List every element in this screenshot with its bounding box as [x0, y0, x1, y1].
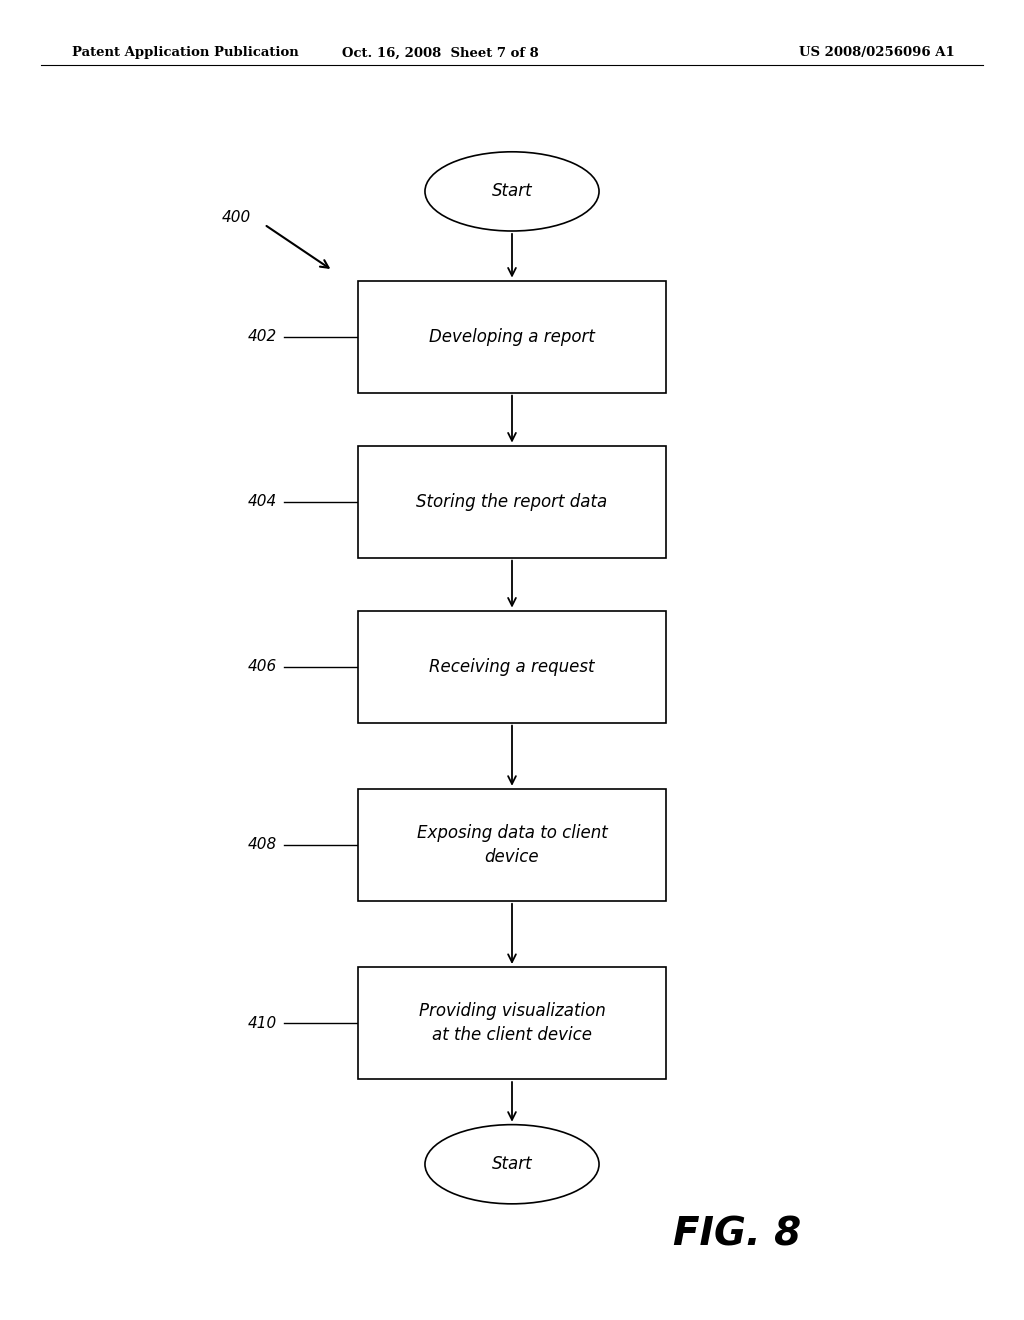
Text: 406: 406 — [247, 659, 276, 675]
Text: Storing the report data: Storing the report data — [417, 492, 607, 511]
Text: Patent Application Publication: Patent Application Publication — [72, 46, 298, 59]
Text: Start: Start — [492, 182, 532, 201]
Text: FIG. 8: FIG. 8 — [673, 1216, 802, 1253]
Bar — [358, 446, 666, 557]
Bar — [358, 788, 666, 900]
Bar — [358, 281, 666, 393]
Text: 402: 402 — [247, 329, 276, 345]
Text: 404: 404 — [247, 494, 276, 510]
Text: 410: 410 — [247, 1015, 276, 1031]
Text: 400: 400 — [221, 210, 251, 226]
Ellipse shape — [425, 1125, 599, 1204]
Text: Oct. 16, 2008  Sheet 7 of 8: Oct. 16, 2008 Sheet 7 of 8 — [342, 46, 539, 59]
Text: Receiving a request: Receiving a request — [429, 657, 595, 676]
Text: 408: 408 — [247, 837, 276, 853]
Text: Providing visualization
at the client device: Providing visualization at the client de… — [419, 1002, 605, 1044]
Text: US 2008/0256096 A1: US 2008/0256096 A1 — [799, 46, 954, 59]
Bar — [358, 966, 666, 1080]
Text: Exposing data to client
device: Exposing data to client device — [417, 824, 607, 866]
Bar — [358, 610, 666, 722]
Text: Start: Start — [492, 1155, 532, 1173]
Ellipse shape — [425, 152, 599, 231]
Text: Developing a report: Developing a report — [429, 327, 595, 346]
